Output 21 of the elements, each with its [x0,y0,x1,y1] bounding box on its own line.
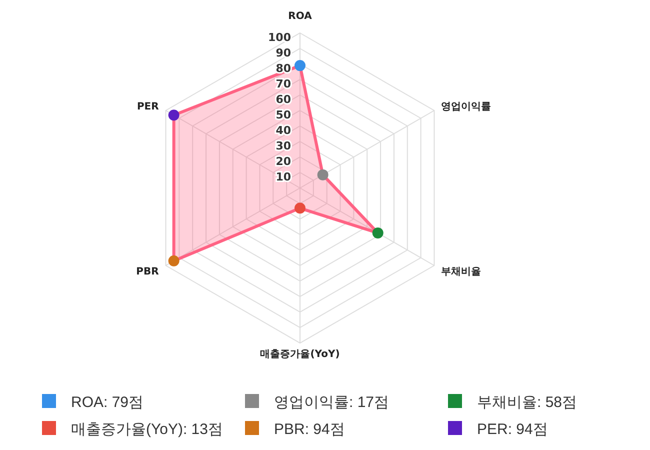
y-tick-label: 100 [268,31,292,44]
text: PBR: 94점 [274,421,345,438]
y-tick-label: 20 [276,155,292,168]
y-tick-label: 90 [276,46,292,60]
y-tick-label: 30 [276,140,292,152]
y-tick-label: 70 [276,78,292,90]
y-tick-label: 60 [276,93,292,106]
text: 매출증가율(YoY): 13점 [71,421,223,438]
text: 부채비율: 58점 [477,394,578,411]
spoke-label: 영업이익률 [441,102,492,112]
spoke-label: PER [136,102,160,112]
text: 영업이익률: 17점 [274,394,390,411]
y-tick-label: 10 [276,170,292,184]
spoke-label: ROA [288,11,312,22]
spoke-label: 부채비율 [441,266,482,278]
y-tick-label: 40 [276,124,292,137]
text: ROA: 79점 [71,394,144,411]
spoke-label: PBR [136,266,160,278]
y-tick-label: 50 [276,108,292,122]
spoke-label: 매출증가율(YoY) [260,349,340,360]
text: PER: 94점 [477,421,548,438]
